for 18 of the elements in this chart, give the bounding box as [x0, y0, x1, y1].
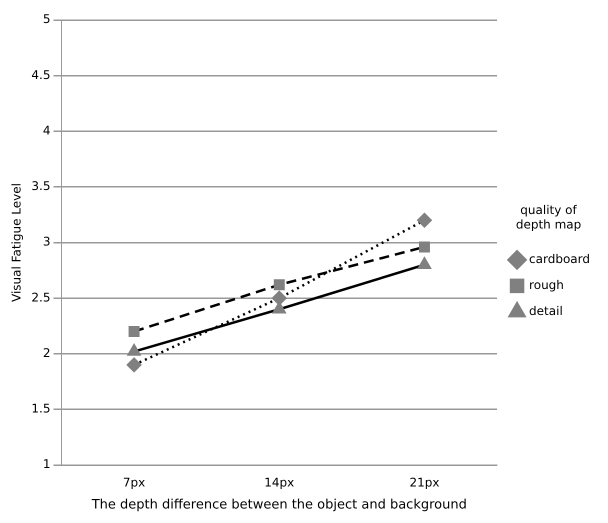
- y-tick-label: 2.5: [31, 290, 50, 304]
- legend-label: cardboard: [529, 252, 590, 266]
- y-tick-label: 3.5: [31, 179, 50, 193]
- x-tick-label: 21px: [409, 475, 440, 490]
- y-tick-label: 1: [42, 457, 50, 472]
- legend-label: rough: [529, 278, 564, 292]
- y-tick-label: 1.5: [31, 402, 50, 416]
- legend-label: detail: [529, 304, 563, 318]
- x-tick-label: 7px: [122, 475, 146, 490]
- x-axis-title: The depth difference between the object and background: [90, 498, 467, 513]
- y-tick-label: 5: [42, 12, 50, 26]
- y-tick-label: 4.5: [31, 68, 50, 82]
- y-tick-label: 4: [42, 123, 50, 138]
- y-tick-label: 2: [42, 346, 50, 360]
- legend-title: quality of depth map: [516, 203, 582, 232]
- y-tick-label: 3: [42, 234, 50, 249]
- x-tick-label: 14px: [264, 475, 294, 490]
- y-axis-title: Visual Fatigue Level: [9, 183, 24, 302]
